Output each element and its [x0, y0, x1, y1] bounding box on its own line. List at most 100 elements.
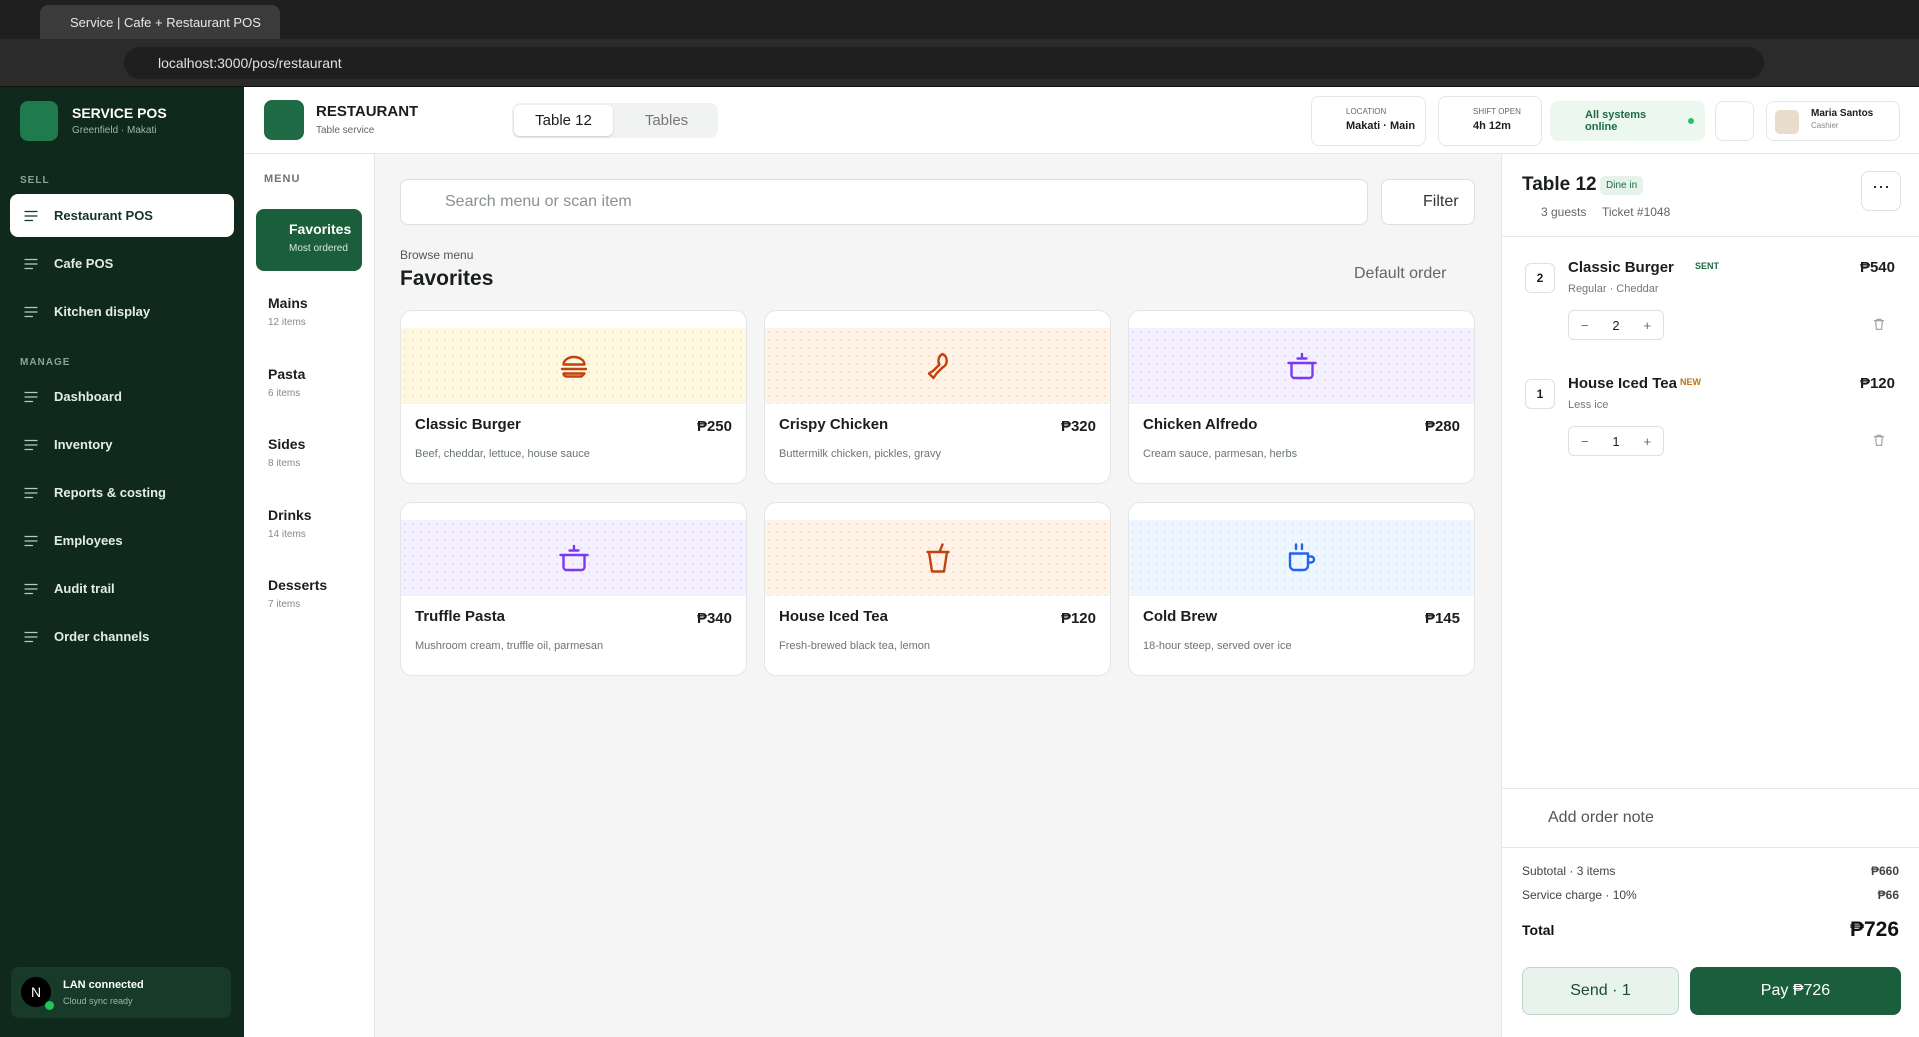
- browser-tabbar: Service | Cafe + Restaurant POS: [0, 0, 1919, 39]
- search-input[interactable]: Search menu or scan item: [400, 179, 1368, 225]
- sidebar: SERVICE POS Greenfield · Makati N LAN co…: [0, 87, 244, 1037]
- send-button[interactable]: Send · 1: [1522, 967, 1679, 1015]
- increment[interactable]: +: [1643, 433, 1652, 449]
- pay-button[interactable]: Pay ₱726: [1690, 967, 1901, 1015]
- nav-label: Employees: [54, 533, 123, 548]
- line-detail: Less ice: [1568, 399, 1609, 411]
- item-name: House Iced Tea: [779, 608, 888, 625]
- nav-item[interactable]: Kitchen display: [10, 290, 234, 333]
- sort-select[interactable]: Default order: [1354, 265, 1447, 282]
- menu-item-card[interactable]: Truffle Pasta ₱340 Mushroom cream, truffle…: [400, 502, 747, 676]
- status-dot: [1688, 118, 1694, 124]
- shift: SHIFT OPEN 4h 12m: [1438, 96, 1542, 146]
- remove-button[interactable]: [1871, 316, 1887, 337]
- category[interactable]: Desserts 7 items: [256, 565, 362, 627]
- category[interactable]: Sides 8 items: [256, 424, 362, 486]
- item-price: ₱120: [1060, 610, 1096, 627]
- brand-icon: [20, 101, 58, 141]
- icon: [24, 487, 38, 498]
- menu-item-card[interactable]: Chicken Alfredo ₱280 Cream sauce, parmesan…: [1128, 310, 1475, 484]
- header-subtitle[interactable]: Table service: [316, 125, 375, 136]
- item-description: Beef, cheddar, lettuce, house sauce: [415, 448, 590, 460]
- order-note[interactable]: Add order note: [1502, 788, 1919, 848]
- nav-item[interactable]: Inventory: [10, 423, 234, 466]
- menu-item-card[interactable]: Classic Burger ₱250 Beef, cheddar, lettuce…: [400, 310, 747, 484]
- browser-tab[interactable]: Service | Cafe + Restaurant POS: [40, 5, 280, 39]
- icon: [927, 352, 948, 380]
- item-description: Fresh-brewed black tea, lemon: [779, 640, 931, 652]
- category-detail: 14 items: [268, 529, 306, 540]
- nav-label: Reports & costing: [54, 485, 166, 500]
- item-name: Cold Brew: [1143, 608, 1218, 625]
- label: Service charge · 10%: [1522, 888, 1637, 902]
- section-label: SELL: [20, 175, 50, 186]
- category[interactable]: Favorites Most ordered: [256, 209, 362, 271]
- item-description: Mushroom cream, truffle oil, parmesan: [415, 640, 604, 652]
- location-value: Makati · Main: [1346, 120, 1416, 132]
- nav-item[interactable]: Employees: [10, 519, 234, 562]
- status-subtitle: Cloud sync ready: [63, 996, 133, 1006]
- icon: [24, 583, 38, 594]
- header: RESTAURANT Table service Table 12 Tables…: [244, 87, 1919, 154]
- menu-item-card[interactable]: Cold Brew ₱145 18-hour steep, served over …: [1128, 502, 1475, 676]
- decrement[interactable]: −: [1580, 317, 1589, 333]
- line-count: 1: [1525, 379, 1555, 409]
- decrement[interactable]: −: [1580, 433, 1589, 449]
- browse-eyebrow: Browse menu: [400, 248, 474, 262]
- system-status: All systems online: [1550, 101, 1705, 141]
- line-price: ₱540: [1859, 259, 1895, 276]
- category[interactable]: Mains 12 items: [256, 283, 362, 345]
- category[interactable]: Pasta 6 items: [256, 354, 362, 416]
- section-label: MANAGE: [20, 357, 71, 368]
- ticket: Ticket #1048: [1602, 205, 1671, 219]
- status-title: LAN connected: [63, 979, 144, 991]
- filter-button[interactable]: Filter: [1381, 179, 1475, 225]
- remove-button[interactable]: [1871, 432, 1887, 453]
- category[interactable]: Drinks 14 items: [256, 495, 362, 557]
- nav-item[interactable]: Dashboard: [10, 375, 234, 418]
- item-price: ₱320: [1060, 418, 1096, 435]
- address-bar[interactable]: localhost:3000/pos/restaurant: [124, 47, 1764, 79]
- icon: [24, 210, 38, 221]
- quantity-stepper: − 2 +: [1568, 310, 1664, 340]
- brand-subtitle: Greenfield · Makati: [72, 125, 157, 136]
- nav-item[interactable]: Cafe POS: [10, 242, 234, 285]
- tab[interactable]: Tables: [644, 112, 689, 129]
- service-row: Service charge · 10% ₱66: [1522, 888, 1899, 902]
- divider: [1502, 236, 1919, 237]
- status-text: All systems online: [1585, 109, 1647, 133]
- user-avatar: [1775, 110, 1799, 134]
- filter-text: Filter: [1423, 193, 1459, 210]
- card-art: [765, 328, 1110, 404]
- more-button[interactable]: ⋯: [1861, 171, 1901, 211]
- card-art: [401, 328, 746, 404]
- nav-label: Restaurant POS: [54, 208, 153, 223]
- nav-label: Cafe POS: [54, 256, 114, 271]
- user-menu[interactable]: Maria Santos Cashier: [1766, 101, 1900, 141]
- menu-label: MENU: [264, 173, 301, 185]
- icon: [24, 391, 38, 402]
- online-dot: [45, 1001, 54, 1010]
- menu-item-card[interactable]: Crispy Chicken ₱320 Buttermilk chicken, pi…: [764, 310, 1111, 484]
- icon: [925, 543, 950, 573]
- tab[interactable]: Table 12: [514, 105, 613, 136]
- nav-item[interactable]: Reports & costing: [10, 471, 234, 514]
- quantity: 1: [1612, 433, 1620, 449]
- icon: [24, 631, 38, 642]
- notifications[interactable]: [1715, 101, 1754, 141]
- increment[interactable]: +: [1643, 317, 1652, 333]
- item-price: ₱340: [696, 610, 732, 627]
- nav-item[interactable]: Audit trail: [10, 567, 234, 610]
- value: ₱726: [1849, 918, 1899, 941]
- line-name: House Iced Tea: [1568, 375, 1677, 392]
- brand-name: SERVICE POS: [72, 105, 167, 121]
- nav-item[interactable]: Order channels: [10, 615, 234, 658]
- line-status: NEW: [1680, 377, 1701, 387]
- icon: [24, 535, 38, 546]
- menu-item-card[interactable]: House Iced Tea ₱120 Fresh-brewed black tea…: [764, 502, 1111, 676]
- nav-item[interactable]: Restaurant POS: [10, 194, 234, 237]
- icon: [24, 439, 38, 450]
- category-detail: 12 items: [268, 317, 306, 328]
